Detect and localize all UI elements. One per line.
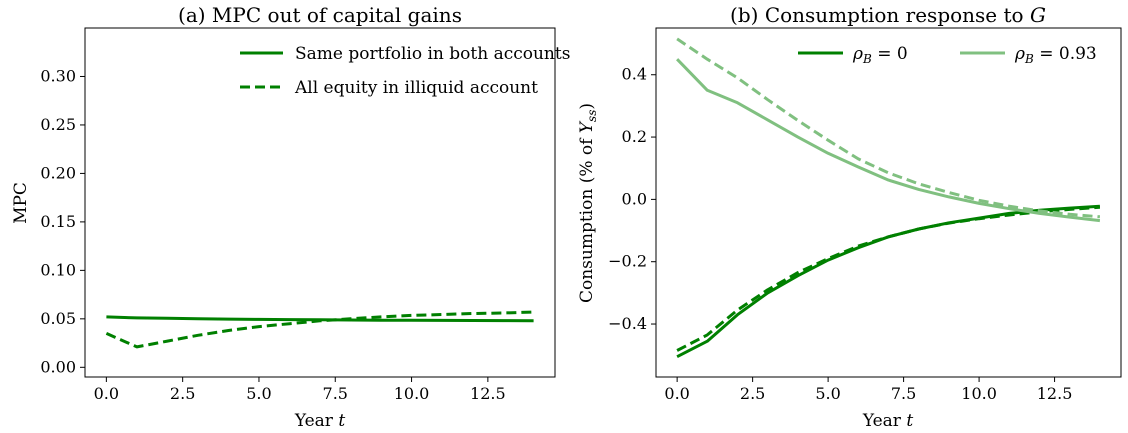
panel-a-ytick-label: 0.10: [40, 260, 76, 279]
panel-b-series-3-line: [676, 37, 1101, 219]
panel-a-xtick-label: 7.5: [323, 384, 348, 403]
legend-label-rho-093: ρB = 0.93: [1014, 44, 1097, 66]
panel-a-ytick-label: 0.00: [40, 357, 76, 376]
panel-a-xtick-label: 10.0: [394, 384, 430, 403]
panel-b-ytick-label: −0.2: [608, 252, 647, 271]
panel-a-xtick-label: 12.5: [470, 384, 506, 403]
panel-a: (a) MPC out of capital gains 0.0 2.5 5.0 7.…: [11, 3, 570, 431]
panel-b-ytick-label: 0.2: [622, 127, 647, 146]
panel-b-xlabel: Year t: [862, 411, 913, 431]
legend-label-rho-0: ρB = 0: [852, 44, 908, 66]
panel-b-xtick-label: 5.0: [815, 384, 840, 403]
panel-a-ticks: 0.0 2.5 5.0 7.5 10.0 12.5 0.00 0.05 0.10 0.15 0.20…: [40, 66, 505, 403]
panel-b-xtick-label: 7.5: [891, 384, 916, 403]
panel-a-series-1-line: [105, 310, 534, 349]
panel-a-title: (a) MPC out of capital gains: [178, 3, 462, 27]
panel-b-ylabel: Consumption (% of Yss): [577, 103, 599, 303]
panel-b-ytick-label: −0.4: [608, 314, 647, 333]
panel-a-xtick-label: 5.0: [246, 384, 271, 403]
panel-b-series-0-line: [676, 204, 1100, 359]
panel-b-xtick-label: 12.5: [1037, 384, 1073, 403]
panel-a-ytick-label: 0.30: [40, 66, 76, 85]
panel-b-legend: ρB = 0 ρB = 0.93: [798, 44, 1097, 66]
panel-a-ylabel: MPC: [11, 182, 31, 224]
panel-a-legend: Same portfolio in both accounts All equi…: [240, 44, 570, 98]
panel-b-frame: [655, 27, 1122, 378]
panel-a-frame: [84, 27, 556, 378]
panel-b: (b) Consumption response to G 0.0 2.5 5.0 7…: [577, 3, 1122, 431]
panel-b-xtick-label: 2.5: [740, 384, 765, 403]
panel-a-ytick-label: 0.05: [40, 309, 76, 328]
panel-b-xtick-label: 0.0: [664, 384, 689, 403]
panel-b-series-2-line: [676, 58, 1101, 223]
legend-label-all-equity: All equity in illiquid account: [294, 78, 538, 98]
panel-b-ytick-label: 0.4: [622, 65, 647, 84]
panel-a-ytick-label: 0.15: [40, 212, 76, 231]
panel-b-ticks: 0.0 2.5 5.0 7.5 10.0 12.5 −0.4 −0.2 0.0 0.2 0.4: [608, 65, 1072, 403]
legend-label-same-portfolio: Same portfolio in both accounts: [295, 44, 570, 64]
panel-a-lines: [105, 310, 534, 349]
panel-a-xtick-label: 0.0: [94, 384, 119, 403]
panel-b-xtick-label: 10.0: [961, 384, 997, 403]
panel-a-xtick-label: 2.5: [170, 384, 195, 403]
panel-a-ytick-label: 0.25: [40, 115, 76, 134]
panel-a-xlabel: Year t: [294, 411, 345, 431]
panel-b-title: (b) Consumption response to G: [730, 3, 1046, 27]
panel-b-lines: [676, 37, 1101, 359]
panel-b-ytick-label: 0.0: [622, 189, 647, 208]
panel-a-ytick-label: 0.20: [40, 163, 76, 182]
panel-b-series-1-line: [676, 205, 1101, 352]
